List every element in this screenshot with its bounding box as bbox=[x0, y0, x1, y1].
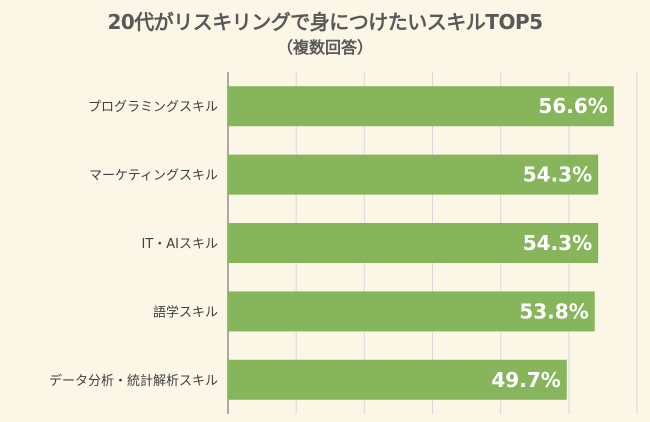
category-label: 語学スキル bbox=[153, 304, 218, 320]
category-label: IT・AIスキル bbox=[141, 237, 218, 252]
bar bbox=[228, 86, 614, 127]
value-label: 54.3% bbox=[523, 231, 592, 255]
value-label: 49.7% bbox=[491, 368, 560, 392]
bar bbox=[228, 223, 599, 263]
value-label: 54.3% bbox=[523, 163, 592, 187]
category-label: データ分析・統計解析スキル bbox=[49, 373, 218, 389]
category-label: プログラミングスキル bbox=[88, 100, 218, 115]
value-label: 53.8% bbox=[519, 299, 588, 323]
chart-title: 20代がリスキリングで身につけたいスキルTOP5 bbox=[107, 10, 543, 34]
bar bbox=[228, 154, 599, 195]
value-label: 56.6% bbox=[538, 94, 607, 118]
bar bbox=[228, 359, 567, 400]
bar bbox=[228, 291, 595, 332]
category-label: マーケティングスキル bbox=[89, 169, 218, 184]
chart-subtitle: （複数回答） bbox=[276, 38, 373, 57]
